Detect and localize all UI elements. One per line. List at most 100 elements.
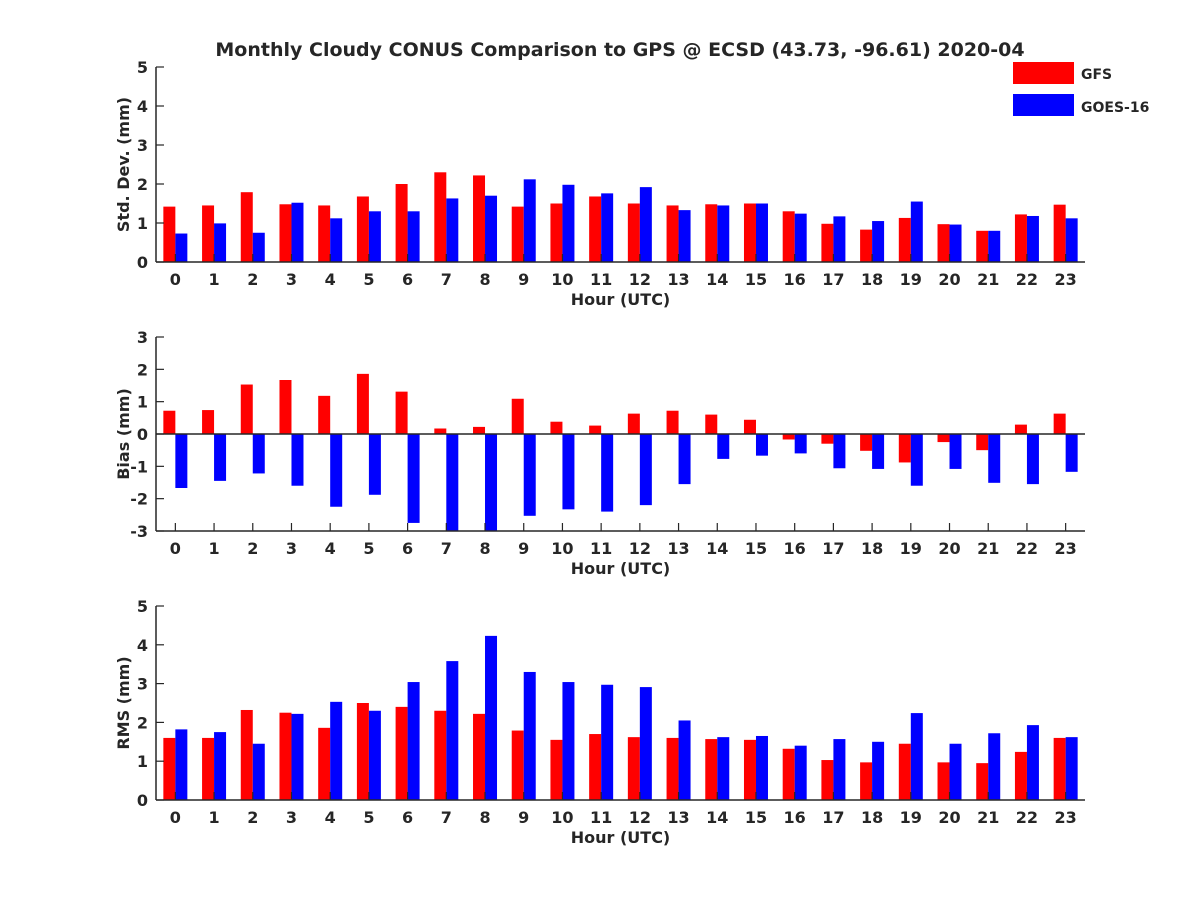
bar-gfs-hour-20 (937, 434, 950, 443)
y-tick-label: 5 (137, 58, 148, 77)
x-tick-label: 9 (518, 270, 529, 289)
x-tick-label: 4 (325, 539, 336, 558)
bar-gfs-hour-1 (202, 205, 215, 262)
bar-goes16-hour-0 (175, 233, 188, 262)
bar-gfs-hour-11 (589, 196, 602, 262)
bar-gfs-hour-14 (705, 739, 718, 800)
bar-goes16-hour-1 (214, 223, 227, 262)
bar-goes16-hour-14 (717, 737, 730, 800)
bar-goes16-hour-10 (562, 184, 575, 262)
x-tick-label: 3 (286, 270, 297, 289)
bar-gfs-hour-4 (318, 205, 331, 262)
bar-goes16-hour-19 (910, 201, 923, 262)
bar-gfs-hour-2 (240, 192, 253, 262)
x-tick-label: 12 (629, 808, 651, 827)
x-tick-label: 9 (518, 539, 529, 558)
x-tick-label: 4 (325, 808, 336, 827)
x-tick-label: 12 (629, 539, 651, 558)
x-tick-label: 10 (551, 808, 573, 827)
bar-gfs-hour-18 (860, 434, 873, 451)
x-tick-label: 7 (441, 539, 452, 558)
bar-goes16-hour-12 (639, 187, 652, 262)
bar-gfs-hour-2 (240, 384, 253, 434)
bar-gfs-hour-12 (627, 203, 640, 262)
bar-gfs-hour-7 (434, 172, 447, 262)
x-tick-label: 7 (441, 808, 452, 827)
bar-goes16-hour-21 (988, 434, 1001, 483)
bar-gfs-hour-19 (898, 743, 911, 800)
bar-gfs-hour-14 (705, 204, 718, 262)
bar-gfs-hour-3 (279, 712, 292, 800)
bar-goes16-hour-6 (407, 211, 420, 262)
bar-gfs-hour-6 (395, 184, 408, 262)
x-tick-label: 7 (441, 270, 452, 289)
y-axis-label: Std. Dev. (mm) (114, 97, 133, 232)
x-tick-label: 13 (667, 270, 689, 289)
bar-gfs-hour-23 (1053, 737, 1066, 800)
bar-goes16-hour-12 (639, 687, 652, 800)
x-tick-label: 17 (822, 539, 844, 558)
bar-goes16-hour-15 (755, 203, 768, 262)
x-tick-label: 11 (590, 808, 612, 827)
bar-gfs-hour-9 (511, 730, 524, 800)
x-tick-label: 3 (286, 808, 297, 827)
x-tick-label: 11 (590, 539, 612, 558)
bar-goes16-hour-22 (1026, 434, 1039, 485)
bar-gfs-hour-13 (666, 737, 679, 800)
bar-goes16-hour-15 (755, 434, 768, 456)
y-tick-label: 1 (137, 214, 148, 233)
x-tick-label: 22 (1016, 539, 1038, 558)
bar-goes16-hour-7 (446, 661, 459, 800)
legend-swatch-gfs (1013, 62, 1074, 84)
bar-goes16-hour-0 (175, 729, 188, 800)
bar-goes16-hour-23 (1065, 737, 1078, 800)
x-tick-label: 8 (479, 270, 490, 289)
bar-goes16-hour-3 (291, 202, 304, 262)
x-tick-label: 20 (938, 808, 960, 827)
bar-gfs-hour-10 (550, 739, 563, 800)
x-tick-label: 12 (629, 270, 651, 289)
bar-goes16-hour-5 (368, 434, 381, 495)
bar-gfs-hour-21 (976, 230, 989, 262)
bar-goes16-hour-11 (601, 434, 614, 512)
bar-goes16-hour-20 (949, 434, 962, 469)
bar-gfs-hour-21 (976, 763, 989, 800)
bar-gfs-hour-5 (356, 196, 369, 262)
y-tick-label: 0 (137, 253, 148, 272)
x-tick-label: 21 (977, 808, 999, 827)
bar-gfs-hour-15 (743, 739, 756, 800)
x-tick-label: 15 (745, 539, 767, 558)
bar-gfs-hour-7 (434, 428, 447, 434)
bar-gfs-hour-19 (898, 217, 911, 262)
y-tick-label: 4 (137, 636, 148, 655)
x-axis-label: Hour (UTC) (571, 559, 671, 578)
bar-goes16-hour-6 (407, 434, 420, 523)
bar-goes16-hour-14 (717, 434, 730, 459)
bar-gfs-hour-17 (821, 223, 834, 262)
bar-gfs-hour-3 (279, 380, 292, 434)
x-tick-label: 17 (822, 270, 844, 289)
x-tick-label: 20 (938, 539, 960, 558)
bar-goes16-hour-18 (872, 221, 885, 262)
bar-goes16-hour-3 (291, 434, 304, 486)
y-axis-label: Bias (mm) (114, 388, 133, 480)
bar-goes16-hour-3 (291, 713, 304, 800)
x-tick-label: 5 (363, 808, 374, 827)
x-tick-label: 10 (551, 539, 573, 558)
bar-gfs-hour-10 (550, 203, 563, 262)
bar-goes16-hour-9 (523, 671, 536, 800)
bar-goes16-hour-5 (368, 710, 381, 800)
legend: GFS GOES-16 (1013, 62, 1149, 116)
bar-gfs-hour-6 (395, 391, 408, 434)
x-tick-label: 21 (977, 539, 999, 558)
x-tick-label: 18 (861, 539, 883, 558)
bar-gfs-hour-0 (163, 737, 176, 800)
x-tick-label: 16 (784, 270, 806, 289)
bar-gfs-hour-17 (821, 434, 834, 444)
bar-gfs-hour-9 (511, 206, 524, 262)
bar-gfs-hour-12 (627, 737, 640, 800)
bar-gfs-hour-5 (356, 703, 369, 800)
x-tick-label: 19 (900, 539, 922, 558)
